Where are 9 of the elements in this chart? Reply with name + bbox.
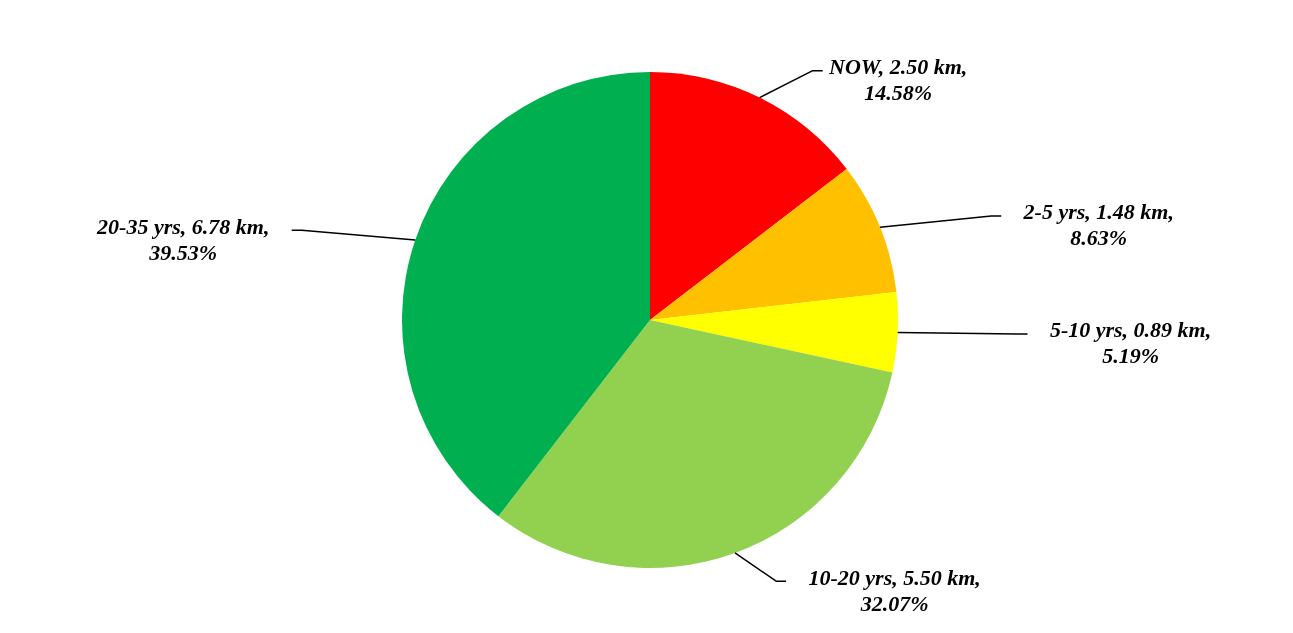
slice-label: 5-10 yrs, 0.89 km, 5.19%: [1049, 317, 1212, 369]
pie-slice: [402, 72, 650, 517]
slice-label: NOW, 2.50 km, 14.58%: [828, 54, 968, 106]
slice-label: 20-35 yrs, 6.78 km, 39.53%: [96, 213, 270, 265]
pie-slice: [498, 320, 893, 568]
slice-label: 2-5 yrs, 1.48 km, 8.63%: [1022, 199, 1174, 251]
slice-label: 10-20 yrs, 5.50 km, 32.07%: [808, 564, 981, 616]
pie-slice: [650, 168, 897, 320]
pie-slice: [650, 292, 898, 373]
